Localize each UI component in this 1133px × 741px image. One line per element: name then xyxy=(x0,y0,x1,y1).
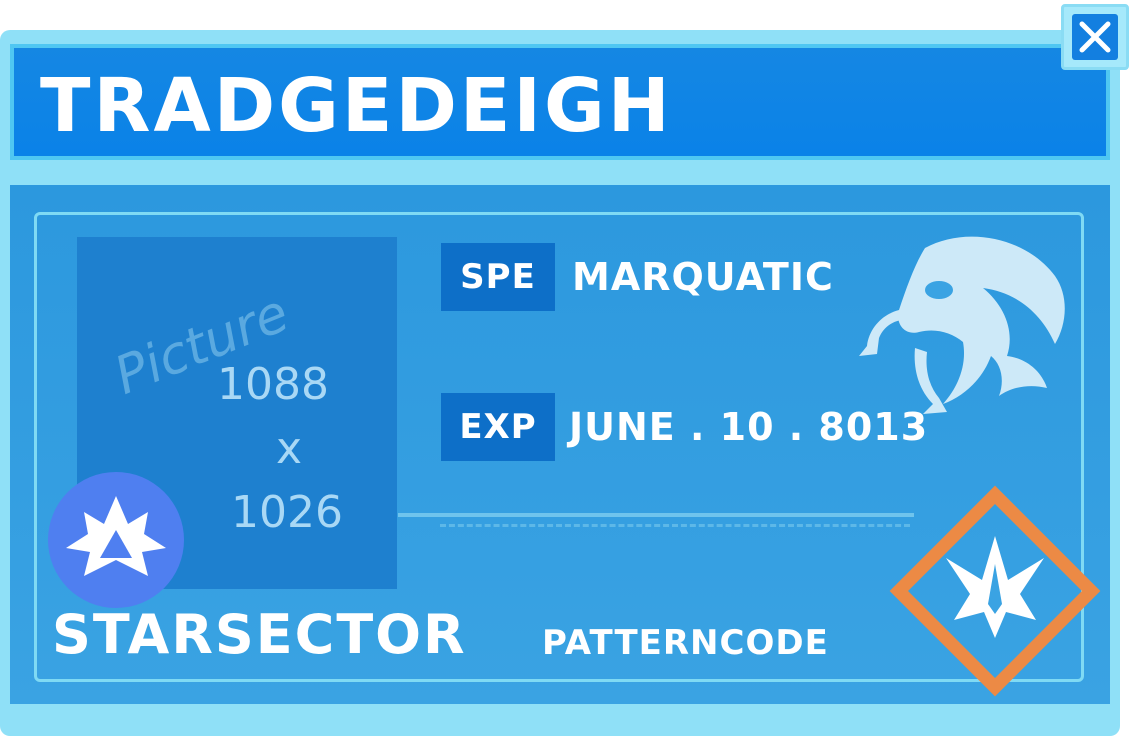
picture-width-text: 1088 xyxy=(217,359,329,410)
species-value: MARQUATIC xyxy=(572,255,834,299)
inner-frame xyxy=(34,212,1084,682)
star-ship-emblem-icon xyxy=(889,485,1101,697)
species-label-badge: SPE xyxy=(441,243,555,311)
close-button[interactable] xyxy=(1061,4,1129,70)
card-title: TRADGEDEIGH xyxy=(40,63,673,149)
expiry-value: JUNE . 10 . 8013 xyxy=(569,405,929,449)
sector-name: STARSECTOR xyxy=(52,603,467,666)
card-header: TRADGEDEIGH xyxy=(10,44,1110,160)
picture-times-text: x xyxy=(276,423,302,474)
expiry-label-badge: EXP xyxy=(441,393,555,461)
divider-dashes xyxy=(440,524,910,527)
divider-line xyxy=(398,513,914,517)
sector-emblem-icon xyxy=(48,472,184,608)
picture-height-text: 1026 xyxy=(231,487,343,538)
sea-creature-icon xyxy=(859,236,1065,414)
close-icon xyxy=(1072,14,1118,60)
pattern-code-label: PATTERNCODE xyxy=(542,623,829,663)
